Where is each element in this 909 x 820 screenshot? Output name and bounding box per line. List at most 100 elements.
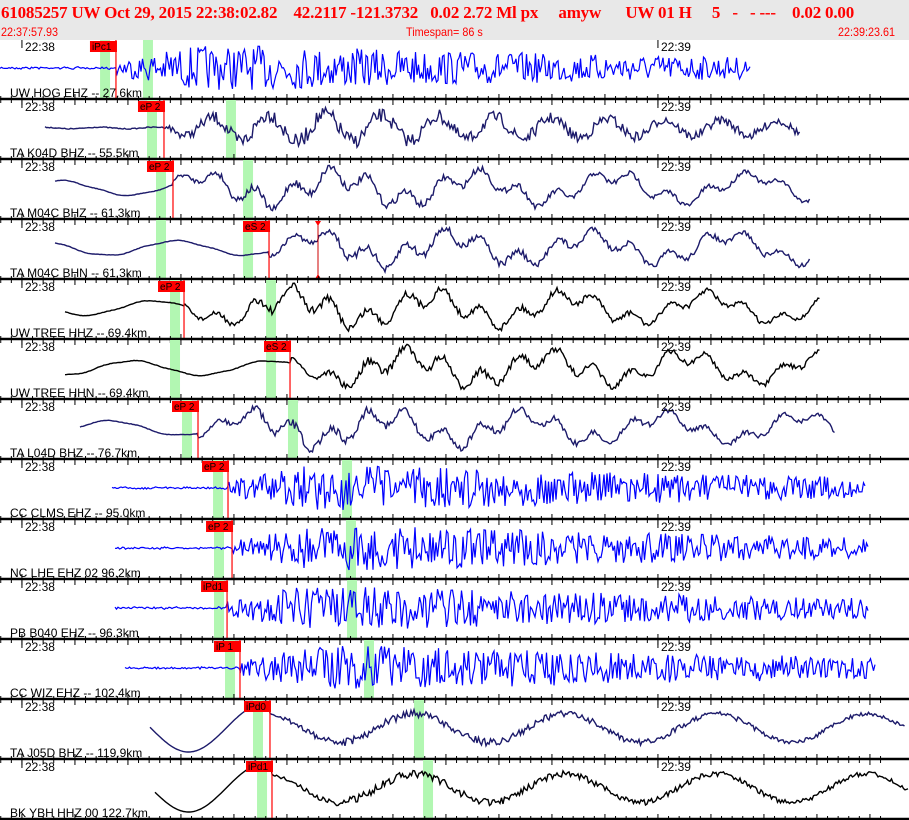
waveform <box>54 225 811 275</box>
predicted-arrival-band <box>213 580 224 640</box>
station-label: TA L04D BHZ -- 76.7km <box>10 446 137 460</box>
predicted-arrival-band <box>225 100 236 160</box>
pick-flag[interactable] <box>172 401 200 412</box>
pick-label: eS 2 <box>266 342 287 353</box>
predicted-arrival-band <box>257 760 268 820</box>
waveform <box>44 105 801 150</box>
minute-label: 22:39 <box>661 220 691 234</box>
start-time: 22:37:57.93 <box>1 25 59 39</box>
predicted-arrival-band <box>243 160 254 220</box>
minute-label: 22:38 <box>25 160 55 174</box>
waveform <box>114 587 869 629</box>
event-summary-title: 61085257 UW Oct 29, 2015 22:38:02.82 42.… <box>1 3 855 22</box>
pick-flag[interactable] <box>264 341 292 352</box>
pick-flag[interactable] <box>201 581 229 592</box>
predicted-arrival-band <box>181 400 192 460</box>
pick-flag[interactable] <box>146 161 174 172</box>
pick-label: iPd1 <box>248 762 268 773</box>
predicted-arrival-band <box>142 40 153 100</box>
minute-label: 22:38 <box>25 400 55 414</box>
minute-label: 22:38 <box>25 700 55 714</box>
predicted-arrival-band <box>253 700 264 760</box>
pick-label: eS 2 <box>245 222 266 233</box>
waveform <box>54 164 811 212</box>
minute-label: 22:38 <box>25 220 55 234</box>
trace-panel[interactable]: eP 2 22:38 22:39 TA L04D BHZ -- 76.7km <box>0 400 909 465</box>
trace-panel[interactable]: iPd1 22:38 22:39 BK YBH HHZ 00 122.7km <box>0 760 909 820</box>
pick-flag[interactable] <box>245 761 273 772</box>
pick-flag[interactable] <box>202 461 230 472</box>
timespan: Timespan= 86 s <box>406 25 483 39</box>
pick-label: eP 2 <box>149 162 170 173</box>
minute-label: 22:39 <box>661 460 691 474</box>
minute-label: 22:38 <box>25 280 55 294</box>
predicted-arrival-band <box>147 100 158 160</box>
event-header: 61085257 UW Oct 29, 2015 22:38:02.82 42.… <box>0 0 909 40</box>
pick-label: eP 2 <box>174 402 195 413</box>
station-label: UW TREE HHZ -- 69.4km <box>10 326 147 340</box>
pick-label: iPd0 <box>246 702 266 713</box>
predicted-arrival-band <box>213 520 224 580</box>
predicted-arrival-band <box>266 340 277 400</box>
waveform <box>0 45 751 91</box>
waveform <box>124 646 876 689</box>
minute-label: 22:39 <box>661 640 691 654</box>
minute-label: 22:39 <box>661 100 691 114</box>
pick-flag[interactable] <box>89 41 117 52</box>
pick-flag[interactable] <box>137 101 165 112</box>
waveform <box>64 282 820 333</box>
minute-label: 22:38 <box>25 460 55 474</box>
minute-label: 22:38 <box>25 40 55 54</box>
waveform <box>149 703 905 753</box>
waveform <box>64 343 820 391</box>
predicted-arrival-band <box>287 400 298 460</box>
pick-flag[interactable] <box>206 521 234 532</box>
waveform <box>154 763 909 813</box>
predicted-arrival-band <box>100 40 111 100</box>
predicted-arrival-band <box>347 580 358 640</box>
trace-panel[interactable]: eS 2 22:38 22:39 UW TREE HHN -- 69.4km <box>0 340 909 405</box>
minute-label: 22:39 <box>661 700 691 714</box>
minute-label: 22:38 <box>25 520 55 534</box>
pick-label: eP 2 <box>160 282 181 293</box>
station-label: UW TREE HHN -- 69.4km <box>10 386 148 400</box>
pick-flag[interactable] <box>243 221 271 232</box>
pick-flag[interactable] <box>158 281 186 292</box>
minute-label: 22:39 <box>661 160 691 174</box>
predicted-arrival-band <box>423 760 434 820</box>
minute-label: 22:39 <box>661 760 691 774</box>
minute-label: 22:39 <box>661 280 691 294</box>
waveform <box>111 465 866 510</box>
minute-label: 22:39 <box>661 40 691 54</box>
waveform <box>114 527 869 571</box>
trace-panel[interactable]: eP 2 22:38 22:39 CC CLMS EHZ -- 95.0km <box>0 460 909 525</box>
pick-label: iPd1 <box>203 582 223 593</box>
pick-label: iP 1 <box>216 642 233 653</box>
predicted-arrival-band <box>243 220 254 280</box>
predicted-arrival-band <box>225 640 236 700</box>
minute-label: 22:38 <box>25 340 55 354</box>
pick-flag[interactable] <box>213 641 241 652</box>
station-label: CC CLMS EHZ -- 95.0km <box>10 506 145 520</box>
pick-label: eP 2 <box>140 102 161 113</box>
pick-flag[interactable] <box>243 701 271 712</box>
minute-label: 22:39 <box>661 340 691 354</box>
trace-panel[interactable]: eP 2 22:38 22:39 UW TREE HHZ -- 69.4km <box>0 280 909 345</box>
pick-label: eP 2 <box>208 522 229 533</box>
minute-label: 22:38 <box>25 580 55 594</box>
predicted-arrival-band <box>156 220 167 280</box>
minute-label: 22:38 <box>25 640 55 654</box>
trace-panel[interactable]: eP 2 22:38 22:39 TA M04C BHZ -- 61.3km <box>0 160 909 225</box>
predicted-arrival-band <box>213 460 224 520</box>
minute-label: 22:39 <box>661 580 691 594</box>
minute-label: 22:38 <box>25 100 55 114</box>
end-time: 22:39:23.61 <box>838 25 896 39</box>
